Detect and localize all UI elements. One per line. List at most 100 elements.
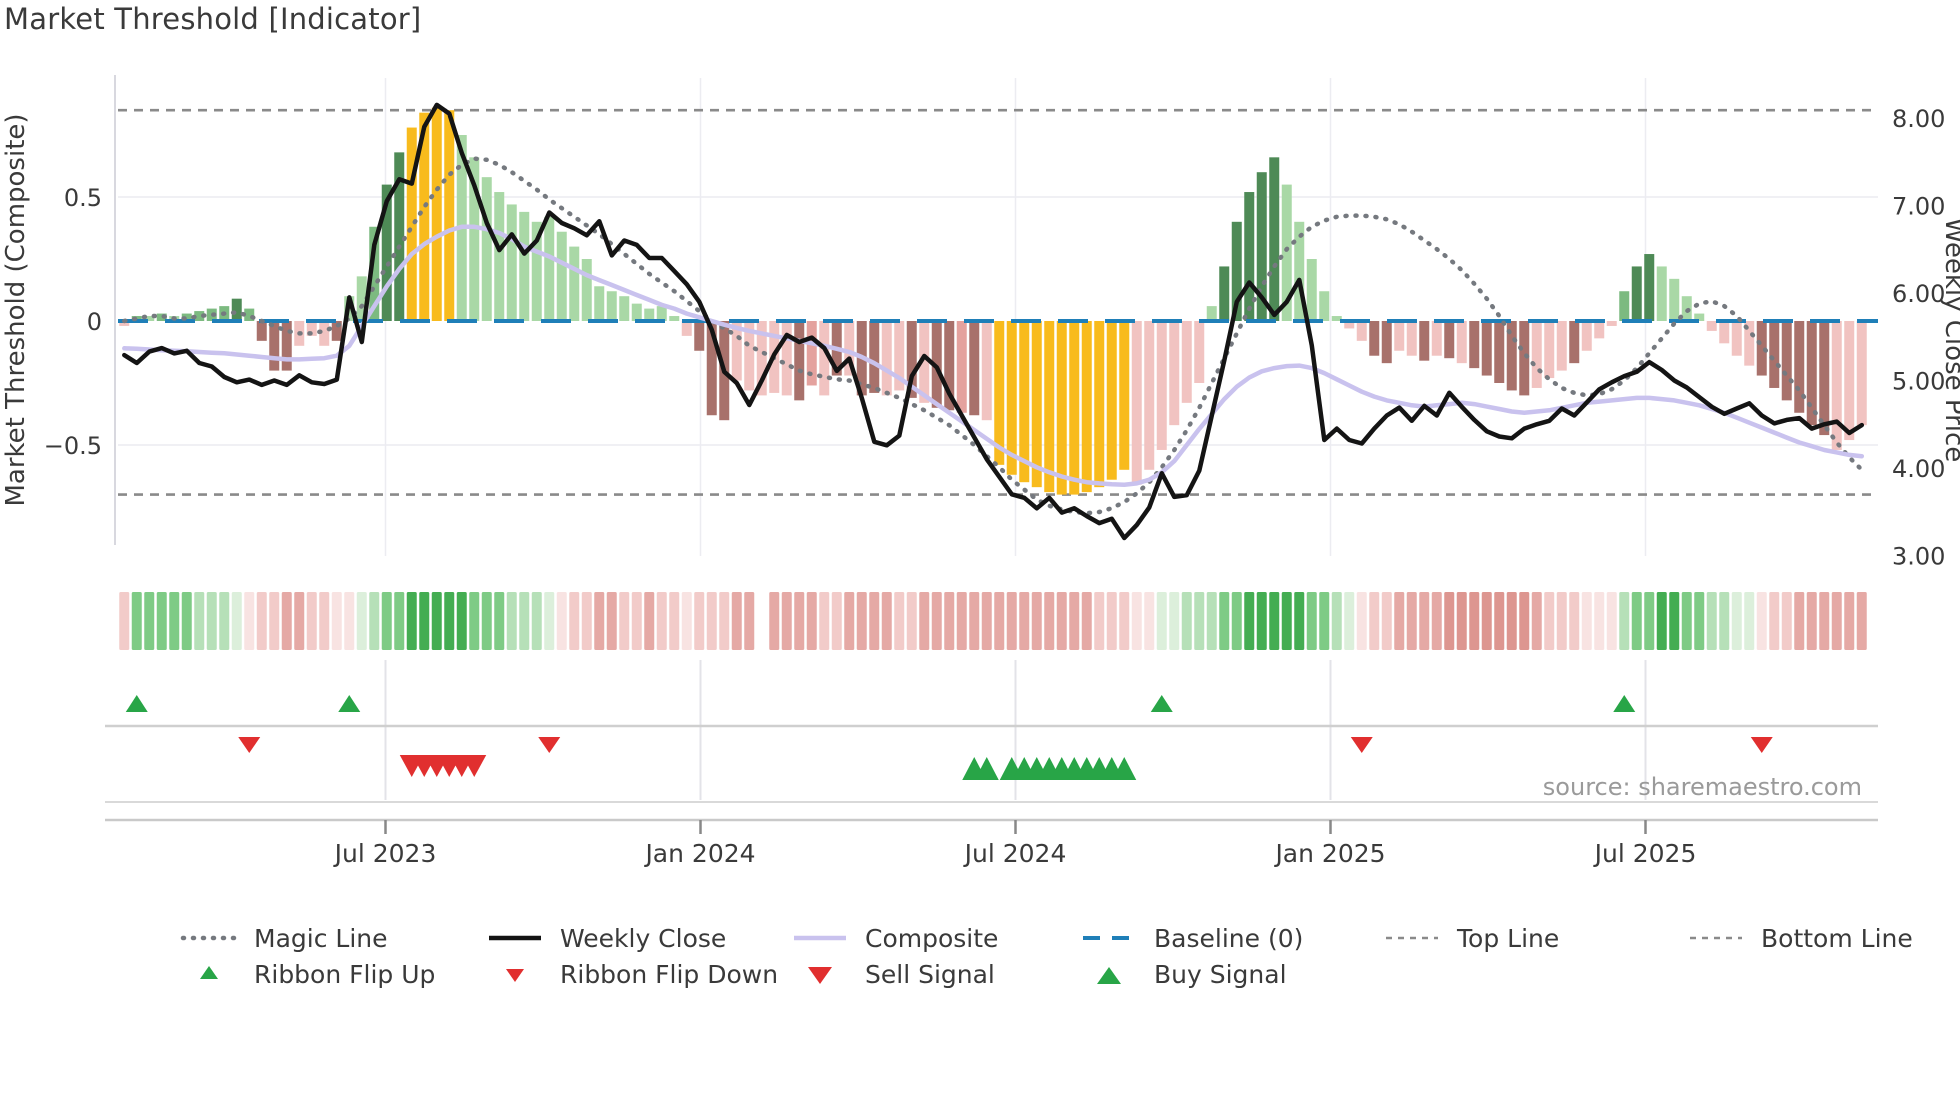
histogram-bar <box>1519 321 1530 396</box>
ribbon-cell <box>1356 592 1367 650</box>
ribbon-cell <box>1844 592 1855 650</box>
histogram-bar <box>1244 192 1255 321</box>
magic-line-series <box>122 156 1865 516</box>
histogram-bar <box>1531 321 1542 388</box>
histogram-bar <box>1731 321 1742 356</box>
histogram-bar <box>1194 321 1205 383</box>
histogram-bar <box>1069 321 1080 495</box>
solid-lavender-icon <box>794 935 846 941</box>
histogram-bar <box>1006 321 1017 475</box>
histogram-bar <box>1256 172 1267 321</box>
ribbon-cell <box>1556 592 1567 650</box>
right-tick-label: 3.00 <box>1892 543 1945 571</box>
histogram-bar <box>181 313 192 321</box>
legend-item-weekly-close: Weekly Close <box>486 922 726 954</box>
histogram-bar <box>1231 221 1242 321</box>
histogram-bar <box>1331 316 1342 321</box>
histogram-bar <box>1081 321 1092 493</box>
ribbon-cell <box>719 592 730 650</box>
ribbon-cell <box>244 592 255 650</box>
buy-signal-marker <box>974 757 999 780</box>
ribbon-cell <box>1206 592 1217 650</box>
histogram-bar <box>919 321 930 403</box>
ribbon-cell <box>131 592 142 650</box>
histogram-bar <box>1356 321 1367 341</box>
histogram-bar <box>569 246 580 321</box>
ribbon-cell <box>781 592 792 650</box>
ribbon-cell <box>1744 592 1755 650</box>
ribbon-flip-up-marker <box>125 695 148 712</box>
ribbon-cell <box>1569 592 1580 650</box>
ribbon-cell <box>381 592 392 650</box>
ribbon-cell <box>219 592 230 650</box>
ribbon-cell <box>1644 592 1655 650</box>
histogram-bar <box>1219 266 1230 321</box>
ribbon-cell <box>1044 592 1055 650</box>
histogram-bar <box>381 184 392 321</box>
histogram-bar <box>269 321 280 371</box>
histogram-bar <box>444 110 455 321</box>
tri-down-lg-icon <box>808 967 832 984</box>
legend-item-baseline: Baseline (0) <box>1080 922 1303 954</box>
histogram-bar <box>406 127 417 321</box>
legend-label-ribbon-flip-up: Ribbon Flip Up <box>254 959 436 989</box>
histogram-bar <box>281 321 292 371</box>
ribbon-cell <box>556 592 567 650</box>
right-tick-label: 5.00 <box>1892 368 1945 396</box>
right-tick-label: 4.00 <box>1892 455 1945 483</box>
composite-line <box>122 224 1865 487</box>
histogram-bar <box>1369 321 1380 356</box>
signal-panel <box>105 660 1878 803</box>
ribbon-cell <box>356 592 367 650</box>
ribbon-cell <box>1494 592 1505 650</box>
ribbon-cell <box>1031 592 1042 650</box>
ribbon-cell <box>1381 592 1392 650</box>
histogram-bar <box>369 226 380 321</box>
ribbon-cell <box>1681 592 1692 650</box>
legend-item-bottom-line: Bottom Line <box>1687 922 1913 954</box>
histogram-bar <box>494 192 505 321</box>
ribbon-cell <box>1719 592 1730 650</box>
legend-item-buy-signal: Buy Signal <box>1080 958 1287 990</box>
histogram-bar <box>1469 321 1480 369</box>
ribbon-strip <box>119 592 1867 650</box>
tri-up-lg-icon <box>1097 967 1121 984</box>
ribbon-cell <box>956 592 967 650</box>
page-title: Market Threshold [Indicator] <box>4 2 422 36</box>
weekly-close-legend-marker <box>486 924 544 952</box>
histogram-bar <box>656 306 667 321</box>
histogram-bar <box>394 152 405 321</box>
ribbon-cell <box>1594 592 1605 650</box>
histogram-bar <box>594 286 605 321</box>
ribbon-cell <box>1331 592 1342 650</box>
histogram-bar <box>431 107 442 321</box>
histogram-bar <box>1744 321 1755 366</box>
right-tick-label: 7.00 <box>1892 193 1945 221</box>
histogram-bar <box>1656 266 1667 321</box>
ribbon-cell <box>1431 592 1442 650</box>
ribbon-cell <box>844 592 855 650</box>
ribbon-cell <box>519 592 530 650</box>
ribbon-cell <box>1344 592 1355 650</box>
ribbon-cell <box>1694 592 1705 650</box>
ribbon-cell <box>119 592 130 650</box>
x-tick-label: Jul 2024 <box>963 839 1067 868</box>
histogram-bar <box>481 177 492 321</box>
ribbon-cell <box>856 592 867 650</box>
histogram-bar <box>1031 321 1042 488</box>
histogram-bar <box>519 211 530 321</box>
histogram-bar <box>1156 321 1167 450</box>
legend-label-baseline: Baseline (0) <box>1154 923 1304 953</box>
ribbon-cell <box>594 592 605 650</box>
magic-line-legend-marker <box>180 924 238 952</box>
legend-label-top-line: Top Line <box>1457 923 1560 953</box>
histogram-bar <box>1444 321 1455 359</box>
ribbon-cell <box>456 592 467 650</box>
histogram-bar <box>544 216 555 321</box>
ribbon-cell <box>494 592 505 650</box>
histogram-bar <box>1569 321 1580 364</box>
ribbon-cell <box>394 592 405 650</box>
ribbon-flip-down-marker <box>1350 737 1373 753</box>
histogram-bar <box>1119 321 1130 470</box>
histogram-bar <box>706 321 717 416</box>
